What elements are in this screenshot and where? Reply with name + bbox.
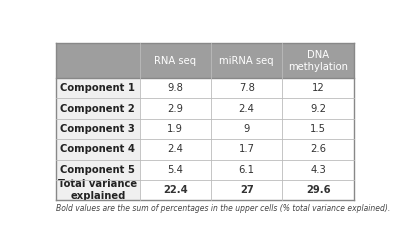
Bar — [140, 44, 211, 78]
Bar — [282, 98, 354, 119]
Text: 9.2: 9.2 — [310, 104, 326, 114]
Bar — [282, 78, 354, 98]
Bar — [56, 78, 140, 98]
Bar — [56, 98, 140, 119]
Text: 2.4: 2.4 — [167, 144, 183, 154]
Text: 2.6: 2.6 — [310, 144, 326, 154]
Bar — [282, 139, 354, 160]
Text: Component 5: Component 5 — [60, 165, 135, 175]
Bar — [211, 119, 282, 139]
Text: Total variance
explained: Total variance explained — [58, 179, 138, 201]
Bar — [211, 180, 282, 200]
Text: 9: 9 — [244, 124, 250, 134]
Text: 2.4: 2.4 — [239, 104, 255, 114]
Text: Component 1: Component 1 — [60, 83, 135, 93]
Bar — [211, 139, 282, 160]
Text: Component 3: Component 3 — [60, 124, 135, 134]
Text: 29.6: 29.6 — [306, 185, 330, 195]
Text: 1.7: 1.7 — [239, 144, 255, 154]
Text: 5.4: 5.4 — [167, 165, 183, 175]
Text: 9.8: 9.8 — [167, 83, 183, 93]
Bar — [140, 98, 211, 119]
Text: 1.5: 1.5 — [310, 124, 326, 134]
Text: 4.3: 4.3 — [310, 165, 326, 175]
Bar — [140, 78, 211, 98]
Bar — [56, 139, 140, 160]
Bar — [282, 180, 354, 200]
Bar — [140, 160, 211, 180]
Text: miRNA seq: miRNA seq — [219, 56, 274, 66]
Text: 12: 12 — [312, 83, 324, 93]
Bar — [56, 160, 140, 180]
Bar — [56, 119, 140, 139]
Bar — [56, 180, 140, 200]
Text: Component 2: Component 2 — [60, 104, 135, 114]
Text: 2.9: 2.9 — [167, 104, 183, 114]
Text: Component 4: Component 4 — [60, 144, 135, 154]
Text: RNA seq: RNA seq — [154, 56, 196, 66]
Bar — [211, 160, 282, 180]
Bar — [56, 44, 140, 78]
Bar — [211, 78, 282, 98]
Bar — [140, 180, 211, 200]
Bar — [211, 98, 282, 119]
Text: DNA
methylation: DNA methylation — [288, 50, 348, 72]
Bar — [140, 119, 211, 139]
Bar — [211, 44, 282, 78]
Text: 22.4: 22.4 — [163, 185, 188, 195]
Bar — [140, 139, 211, 160]
Text: 6.1: 6.1 — [239, 165, 255, 175]
Bar — [282, 160, 354, 180]
Text: 27: 27 — [240, 185, 254, 195]
Text: Bold values are the sum of percentages in the upper cells (% total variance expl: Bold values are the sum of percentages i… — [56, 204, 390, 213]
Bar — [282, 119, 354, 139]
Text: 7.8: 7.8 — [239, 83, 255, 93]
Bar — [282, 44, 354, 78]
Text: 1.9: 1.9 — [167, 124, 183, 134]
